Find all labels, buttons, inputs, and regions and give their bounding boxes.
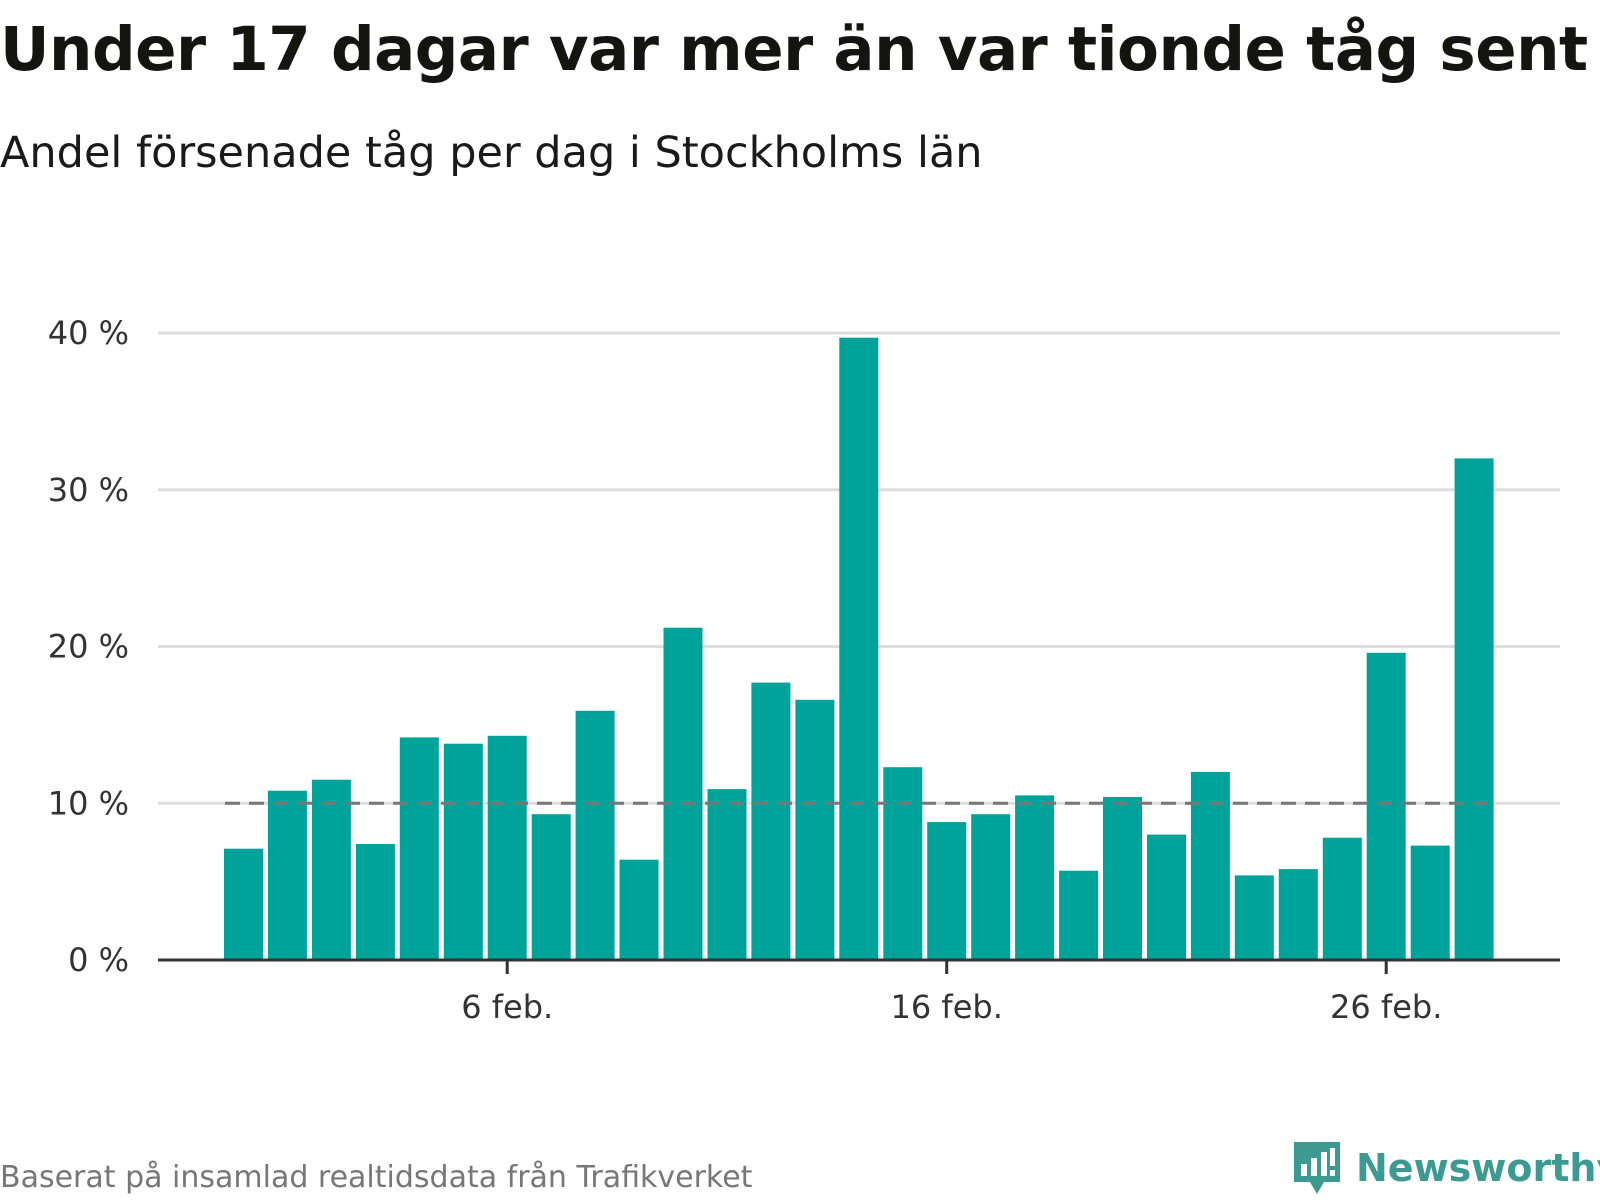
chart-subtitle: Andel försenade tåg per dag i Stockholms… bbox=[0, 128, 983, 178]
bar bbox=[575, 710, 615, 960]
bar bbox=[1454, 458, 1494, 960]
bar bbox=[531, 814, 571, 960]
bar-chart: 0 % 10 % 20 % 30 % 40 % 6 feb. 16 feb. 26 feb. bbox=[48, 314, 1560, 1026]
x-tick-label: 16 feb. bbox=[891, 988, 1003, 1026]
y-tick-label: 30 % bbox=[48, 471, 129, 509]
bar bbox=[619, 859, 659, 960]
bar bbox=[1322, 837, 1362, 960]
y-tick-label: 10 % bbox=[48, 784, 129, 822]
bar bbox=[707, 789, 747, 960]
y-tick-label: 0 % bbox=[68, 941, 129, 979]
bar bbox=[883, 767, 923, 960]
bar bbox=[1234, 875, 1274, 960]
bar bbox=[1278, 869, 1318, 960]
y-tick-label: 20 % bbox=[48, 628, 129, 666]
bar bbox=[927, 822, 967, 960]
newsworthy-logo-icon bbox=[1294, 1142, 1340, 1194]
bar bbox=[1410, 845, 1450, 960]
bar bbox=[224, 848, 263, 960]
bar bbox=[795, 699, 835, 960]
brand-logo: Newsworthy bbox=[1292, 1140, 1600, 1196]
x-tick-label: 6 feb. bbox=[461, 988, 553, 1026]
x-tick-label: 26 feb. bbox=[1330, 988, 1442, 1026]
bar bbox=[839, 337, 879, 960]
bar bbox=[1147, 834, 1186, 960]
bar bbox=[1103, 797, 1142, 960]
source-note: Baserat på insamlad realtidsdata från Tr… bbox=[0, 1160, 753, 1195]
bars bbox=[224, 337, 1494, 960]
chart-title: Under 17 dagar var mer än var tionde tåg… bbox=[0, 14, 1588, 85]
bar bbox=[267, 790, 307, 960]
axes: 0 % 10 % 20 % 30 % 40 % 6 feb. 16 feb. 26 feb. bbox=[48, 314, 1560, 1026]
bar bbox=[1190, 771, 1230, 960]
bar bbox=[663, 627, 703, 960]
bar bbox=[399, 737, 439, 960]
bar bbox=[751, 682, 791, 960]
bar bbox=[311, 779, 351, 960]
bar bbox=[1366, 652, 1406, 960]
bar bbox=[487, 735, 527, 960]
y-tick-label: 40 % bbox=[48, 314, 129, 352]
bar bbox=[1015, 795, 1055, 960]
bar bbox=[443, 743, 483, 960]
bar bbox=[971, 814, 1011, 960]
bar bbox=[355, 844, 395, 960]
bar bbox=[1059, 870, 1099, 960]
brand-name: Newsworthy bbox=[1356, 1146, 1600, 1190]
